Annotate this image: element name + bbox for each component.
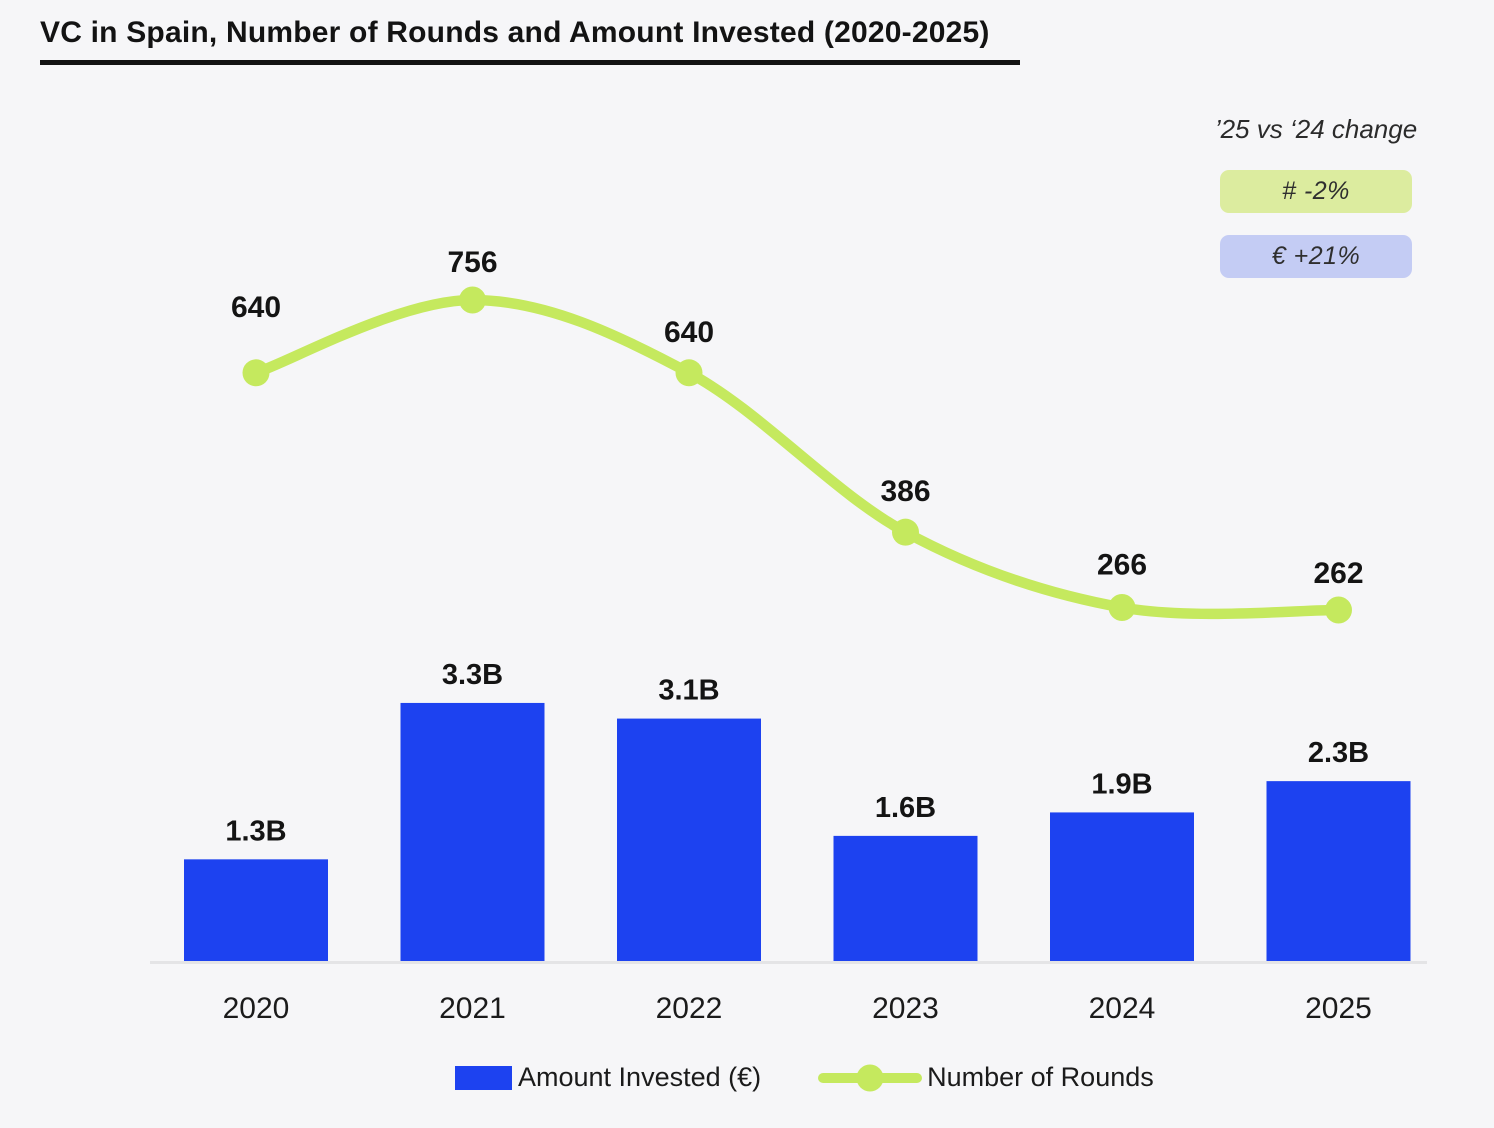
rounds-point-2020: [242, 359, 270, 387]
x-axis-label-2024: 2024: [1089, 992, 1156, 1025]
legend-item-amount-invested: Amount Invested (€): [455, 1062, 761, 1093]
chart-legend: Amount Invested (€) Number of Rounds: [455, 1062, 1154, 1093]
bar-label-2024: 1.9B: [1091, 768, 1152, 800]
line-swatch-icon: [818, 1064, 923, 1091]
x-axis-label-2021: 2021: [439, 992, 506, 1025]
bar-2022: [617, 718, 761, 961]
bar-label-2021: 3.3B: [442, 659, 503, 691]
page-title: VC in Spain, Number of Rounds and Amount…: [40, 16, 1020, 65]
change-annotation-heading: ’25 vs ‘24 change: [1214, 114, 1418, 144]
rounds-change-badge: # -2%: [1220, 170, 1412, 213]
bar-2024: [1050, 812, 1194, 961]
rounds-label-2022: 640: [664, 316, 714, 349]
bar-label-2020: 1.3B: [225, 815, 286, 847]
amount-change-badge: € +21%: [1220, 235, 1412, 278]
bar-2023: [833, 835, 978, 961]
rounds-label-2021: 756: [447, 246, 497, 279]
rounds-point-2025: [1325, 596, 1352, 624]
bar-2021: [400, 702, 545, 961]
bar-label-2025: 2.3B: [1308, 737, 1369, 769]
x-axis-label-2020: 2020: [223, 992, 290, 1025]
x-axis-label-2025: 2025: [1305, 992, 1372, 1025]
rounds-point-2022: [675, 359, 703, 387]
line-marker-icon: [856, 1064, 884, 1091]
change-annotation: ’25 vs ‘24 change # -2% € +21%: [1190, 112, 1442, 300]
legend-item-number-of-rounds: Number of Rounds: [818, 1062, 1154, 1093]
bar-2025: [1266, 781, 1411, 961]
rounds-label-2020: 640: [231, 291, 281, 324]
x-axis-label-2023: 2023: [872, 992, 939, 1025]
rounds-line: [250, 294, 1344, 620]
rounds-point-2021: [459, 286, 486, 314]
legend-label-number-of-rounds: Number of Rounds: [927, 1062, 1154, 1092]
rounds-point-2024: [1108, 593, 1136, 621]
legend-label-amount-invested: Amount Invested (€): [518, 1062, 762, 1092]
bar-2020: [184, 859, 328, 961]
bar-swatch-icon: [455, 1065, 512, 1090]
x-axis-label-2022: 2022: [656, 992, 723, 1025]
rounds-point-2023: [892, 518, 919, 546]
bar-label-2023: 1.6B: [875, 792, 936, 824]
rounds-label-2024: 266: [1097, 548, 1147, 581]
rounds-label-2023: 386: [880, 475, 930, 508]
rounds-label-2025: 262: [1313, 557, 1363, 590]
bar-label-2022: 3.1B: [658, 675, 719, 707]
